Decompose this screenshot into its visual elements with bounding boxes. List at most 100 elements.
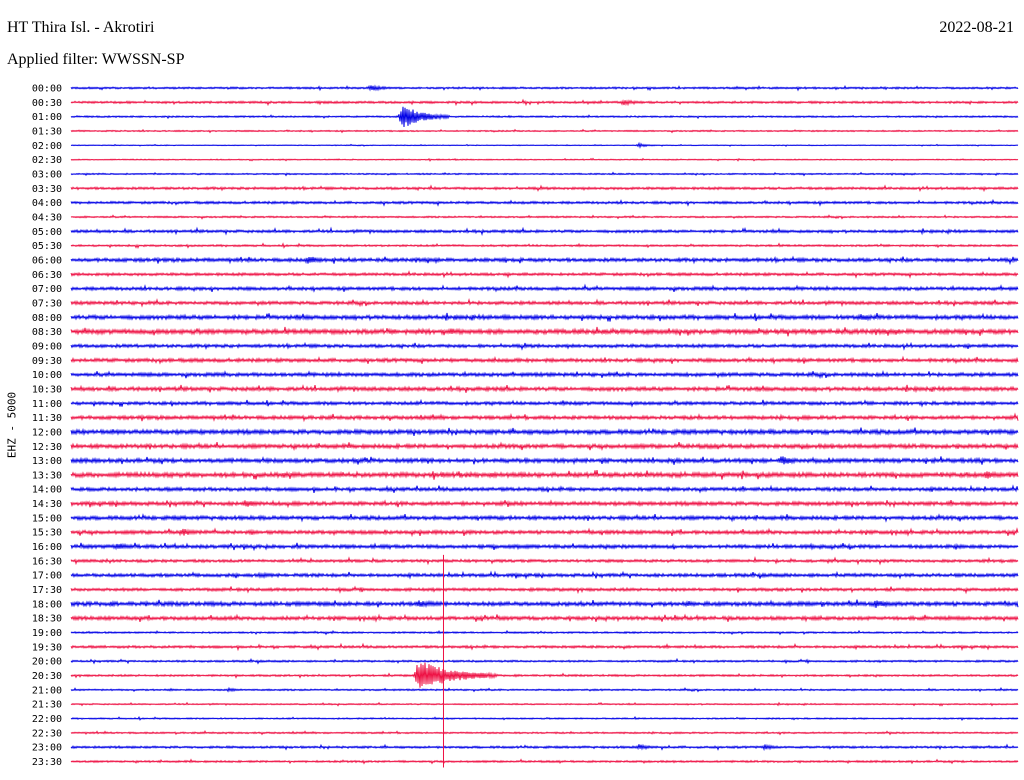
trace-row <box>70 662 1019 688</box>
trace-row <box>70 214 1019 220</box>
trace-row <box>70 427 1019 437</box>
trace-row <box>70 441 1019 452</box>
row-time-label: 09:00 <box>32 341 62 352</box>
row-time-label: 17:30 <box>32 585 62 596</box>
trace-row <box>70 341 1019 351</box>
trace-row <box>70 456 1019 466</box>
row-time-label: 14:00 <box>32 485 62 496</box>
row-time-label: 05:30 <box>32 241 62 252</box>
row-time-label: 18:30 <box>32 614 62 625</box>
row-time-label: 07:30 <box>32 298 62 309</box>
trace-row <box>70 255 1019 266</box>
trace-row <box>70 157 1019 162</box>
trace-row <box>70 98 1019 107</box>
trace-row <box>70 570 1019 580</box>
trace-row <box>70 141 1019 149</box>
row-time-label: 09:30 <box>32 356 62 367</box>
trace-row <box>70 613 1019 623</box>
trace-row <box>70 184 1019 193</box>
row-time-label: 15:30 <box>32 528 62 539</box>
date-label: 2022-08-21 <box>939 19 1014 36</box>
trace-row <box>70 226 1019 236</box>
row-time-label: 20:30 <box>32 671 62 682</box>
trace-row <box>70 499 1019 509</box>
row-time-label: 20:00 <box>32 657 62 668</box>
trace-row <box>70 128 1019 134</box>
station-title: HT Thira Isl. - Akrotiri <box>7 19 155 36</box>
row-time-label: 21:00 <box>32 685 62 696</box>
row-time-label: 15:00 <box>32 513 62 524</box>
row-time-label: 00:00 <box>32 84 62 95</box>
trace-row <box>70 270 1019 279</box>
trace-row <box>70 242 1019 249</box>
trace-row <box>70 542 1019 552</box>
trace-row <box>70 599 1019 608</box>
trace-row <box>70 556 1019 566</box>
trace-row <box>70 283 1019 293</box>
trace-row <box>70 198 1019 207</box>
row-time-label: 11:30 <box>32 413 62 424</box>
row-time-label: 08:30 <box>32 327 62 338</box>
trace-row <box>70 686 1019 693</box>
row-time-label: 04:00 <box>32 198 62 209</box>
trace-row <box>70 716 1019 721</box>
trace-row <box>70 729 1019 736</box>
row-time-label: 10:00 <box>32 370 62 381</box>
row-time-label: 01:00 <box>32 112 62 123</box>
trace-row <box>70 398 1019 408</box>
trace-row <box>70 701 1019 707</box>
row-time-label: 07:00 <box>32 284 62 295</box>
row-time-label: 13:30 <box>32 470 62 481</box>
row-time-label: 02:30 <box>32 155 62 166</box>
trace-row <box>70 484 1019 494</box>
row-time-label: 22:00 <box>32 714 62 725</box>
filter-label: Applied filter: WWSSN-SP <box>7 51 185 68</box>
trace-row <box>70 513 1019 523</box>
trace-row <box>70 527 1019 538</box>
row-time-label: 17:00 <box>32 571 62 582</box>
row-time-label: 19:00 <box>32 628 62 639</box>
row-time-label: 01:30 <box>32 126 62 137</box>
row-time-label: 06:30 <box>32 270 62 281</box>
row-time-label: 16:00 <box>32 542 62 553</box>
row-time-label: 03:30 <box>32 184 62 195</box>
trace-row <box>70 326 1019 337</box>
trace-row <box>70 470 1019 480</box>
row-time-label: 13:00 <box>32 456 62 467</box>
row-time-label: 23:30 <box>32 757 62 768</box>
row-time-label: 00:30 <box>32 98 62 109</box>
row-time-label: 06:00 <box>32 255 62 266</box>
trace-row <box>70 84 1019 92</box>
row-time-label: 05:00 <box>32 227 62 238</box>
trace-row <box>70 384 1019 394</box>
row-time-label: 23:00 <box>32 743 62 754</box>
trace-row <box>70 743 1019 752</box>
row-time-label: 18:00 <box>32 599 62 610</box>
trace-row <box>70 312 1019 322</box>
trace-row <box>70 370 1019 380</box>
row-time-label: 08:00 <box>32 313 62 324</box>
row-time-label: 10:30 <box>32 384 62 395</box>
row-time-label: 22:30 <box>32 728 62 739</box>
row-time-label: 12:30 <box>32 442 62 453</box>
trace-row <box>70 106 1019 128</box>
row-time-label: 11:00 <box>32 399 62 410</box>
trace-row <box>70 412 1019 423</box>
trace-row <box>70 758 1019 765</box>
trace-row <box>70 585 1019 595</box>
trace-row <box>70 657 1019 665</box>
row-time-label: 14:30 <box>32 499 62 510</box>
row-time-label: 03:00 <box>32 169 62 180</box>
trace-row <box>70 355 1019 365</box>
row-time-label: 19:30 <box>32 642 62 653</box>
row-time-label: 04:30 <box>32 212 62 223</box>
row-time-label: 12:00 <box>32 427 62 438</box>
trace-row <box>70 171 1019 177</box>
trace-row <box>70 629 1019 636</box>
row-time-label: 16:30 <box>32 556 62 567</box>
row-time-label: 02:00 <box>32 141 62 152</box>
row-time-label: 21:30 <box>32 700 62 711</box>
trace-row <box>70 642 1019 652</box>
trace-row <box>70 298 1019 308</box>
